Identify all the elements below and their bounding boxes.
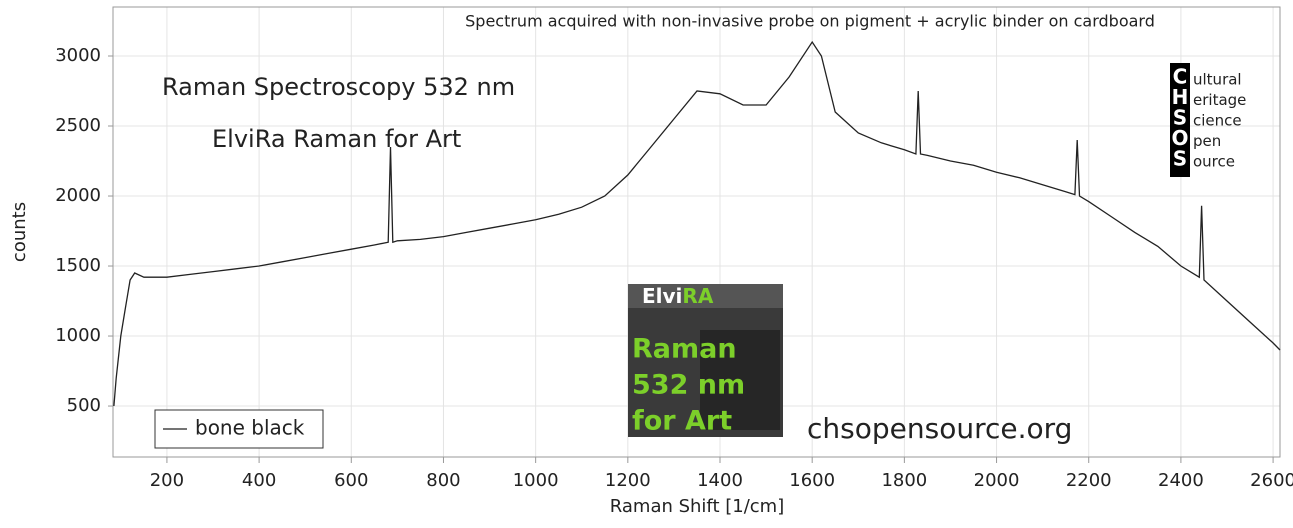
badge-line: 532 nm: [632, 370, 745, 401]
annotation: Spectrum acquired with non-invasive prob…: [465, 12, 1155, 31]
y-tick-label: 2500: [55, 115, 101, 136]
logo-letter: H: [1172, 85, 1189, 109]
y-tick-label: 500: [67, 395, 101, 416]
badge-title-b: RA: [682, 284, 713, 308]
badge-title: ElviRA: [642, 284, 714, 308]
x-tick-label: 1600: [789, 470, 835, 491]
logo-letter: S: [1173, 147, 1187, 171]
y-tick-label: 1500: [55, 255, 101, 276]
x-tick-label: 600: [334, 470, 368, 491]
logo-letter: C: [1173, 65, 1188, 89]
x-tick-label: 400: [242, 470, 276, 491]
legend: bone black: [154, 409, 324, 449]
x-tick-label: 2400: [1158, 470, 1204, 491]
badge: ElviRA Raman 532 nm for Art: [628, 284, 783, 437]
logo-word: ultural: [1193, 71, 1242, 89]
x-tick-label: 800: [426, 470, 460, 491]
x-tick-label: 2200: [1066, 470, 1112, 491]
x-tick-label: 1800: [881, 470, 927, 491]
annotation: chsopensource.org: [807, 412, 1072, 445]
logo-letter: O: [1171, 126, 1188, 150]
x-tick-label: 200: [150, 470, 184, 491]
badge-title-a: Elvi: [642, 284, 682, 308]
logo-word: ource: [1193, 153, 1235, 171]
logo-word: eritage: [1193, 91, 1246, 109]
logo-word: cience: [1193, 112, 1242, 130]
x-tick-label: 1400: [697, 470, 743, 491]
x-tick-label: 1200: [605, 470, 651, 491]
x-axis-label: Raman Shift [1/cm]: [610, 496, 784, 517]
logo-letter: S: [1173, 106, 1187, 130]
badge-line: Raman: [632, 334, 737, 365]
badge-line: for Art: [632, 406, 732, 437]
y-tick-label: 3000: [55, 45, 101, 66]
logo-word: pen: [1193, 132, 1221, 150]
x-tick-label: 1000: [513, 470, 559, 491]
series-line: [113, 40, 1281, 407]
logo-bar: [1170, 63, 1190, 177]
annotation: ElviRa Raman for Art: [212, 125, 461, 153]
annotation: Raman Spectroscopy 532 nm: [162, 73, 515, 101]
plot-frame: [112, 6, 1281, 458]
y-tick-label: 2000: [55, 185, 101, 206]
badge-header: [628, 284, 783, 308]
badge-device: [700, 330, 780, 430]
legend-label: bone black: [195, 416, 305, 440]
y-axis-label: counts: [9, 202, 30, 262]
y-tick-label: 1000: [55, 325, 101, 346]
x-tick-label: 2600: [1250, 470, 1293, 491]
x-tick-label: 2000: [974, 470, 1020, 491]
